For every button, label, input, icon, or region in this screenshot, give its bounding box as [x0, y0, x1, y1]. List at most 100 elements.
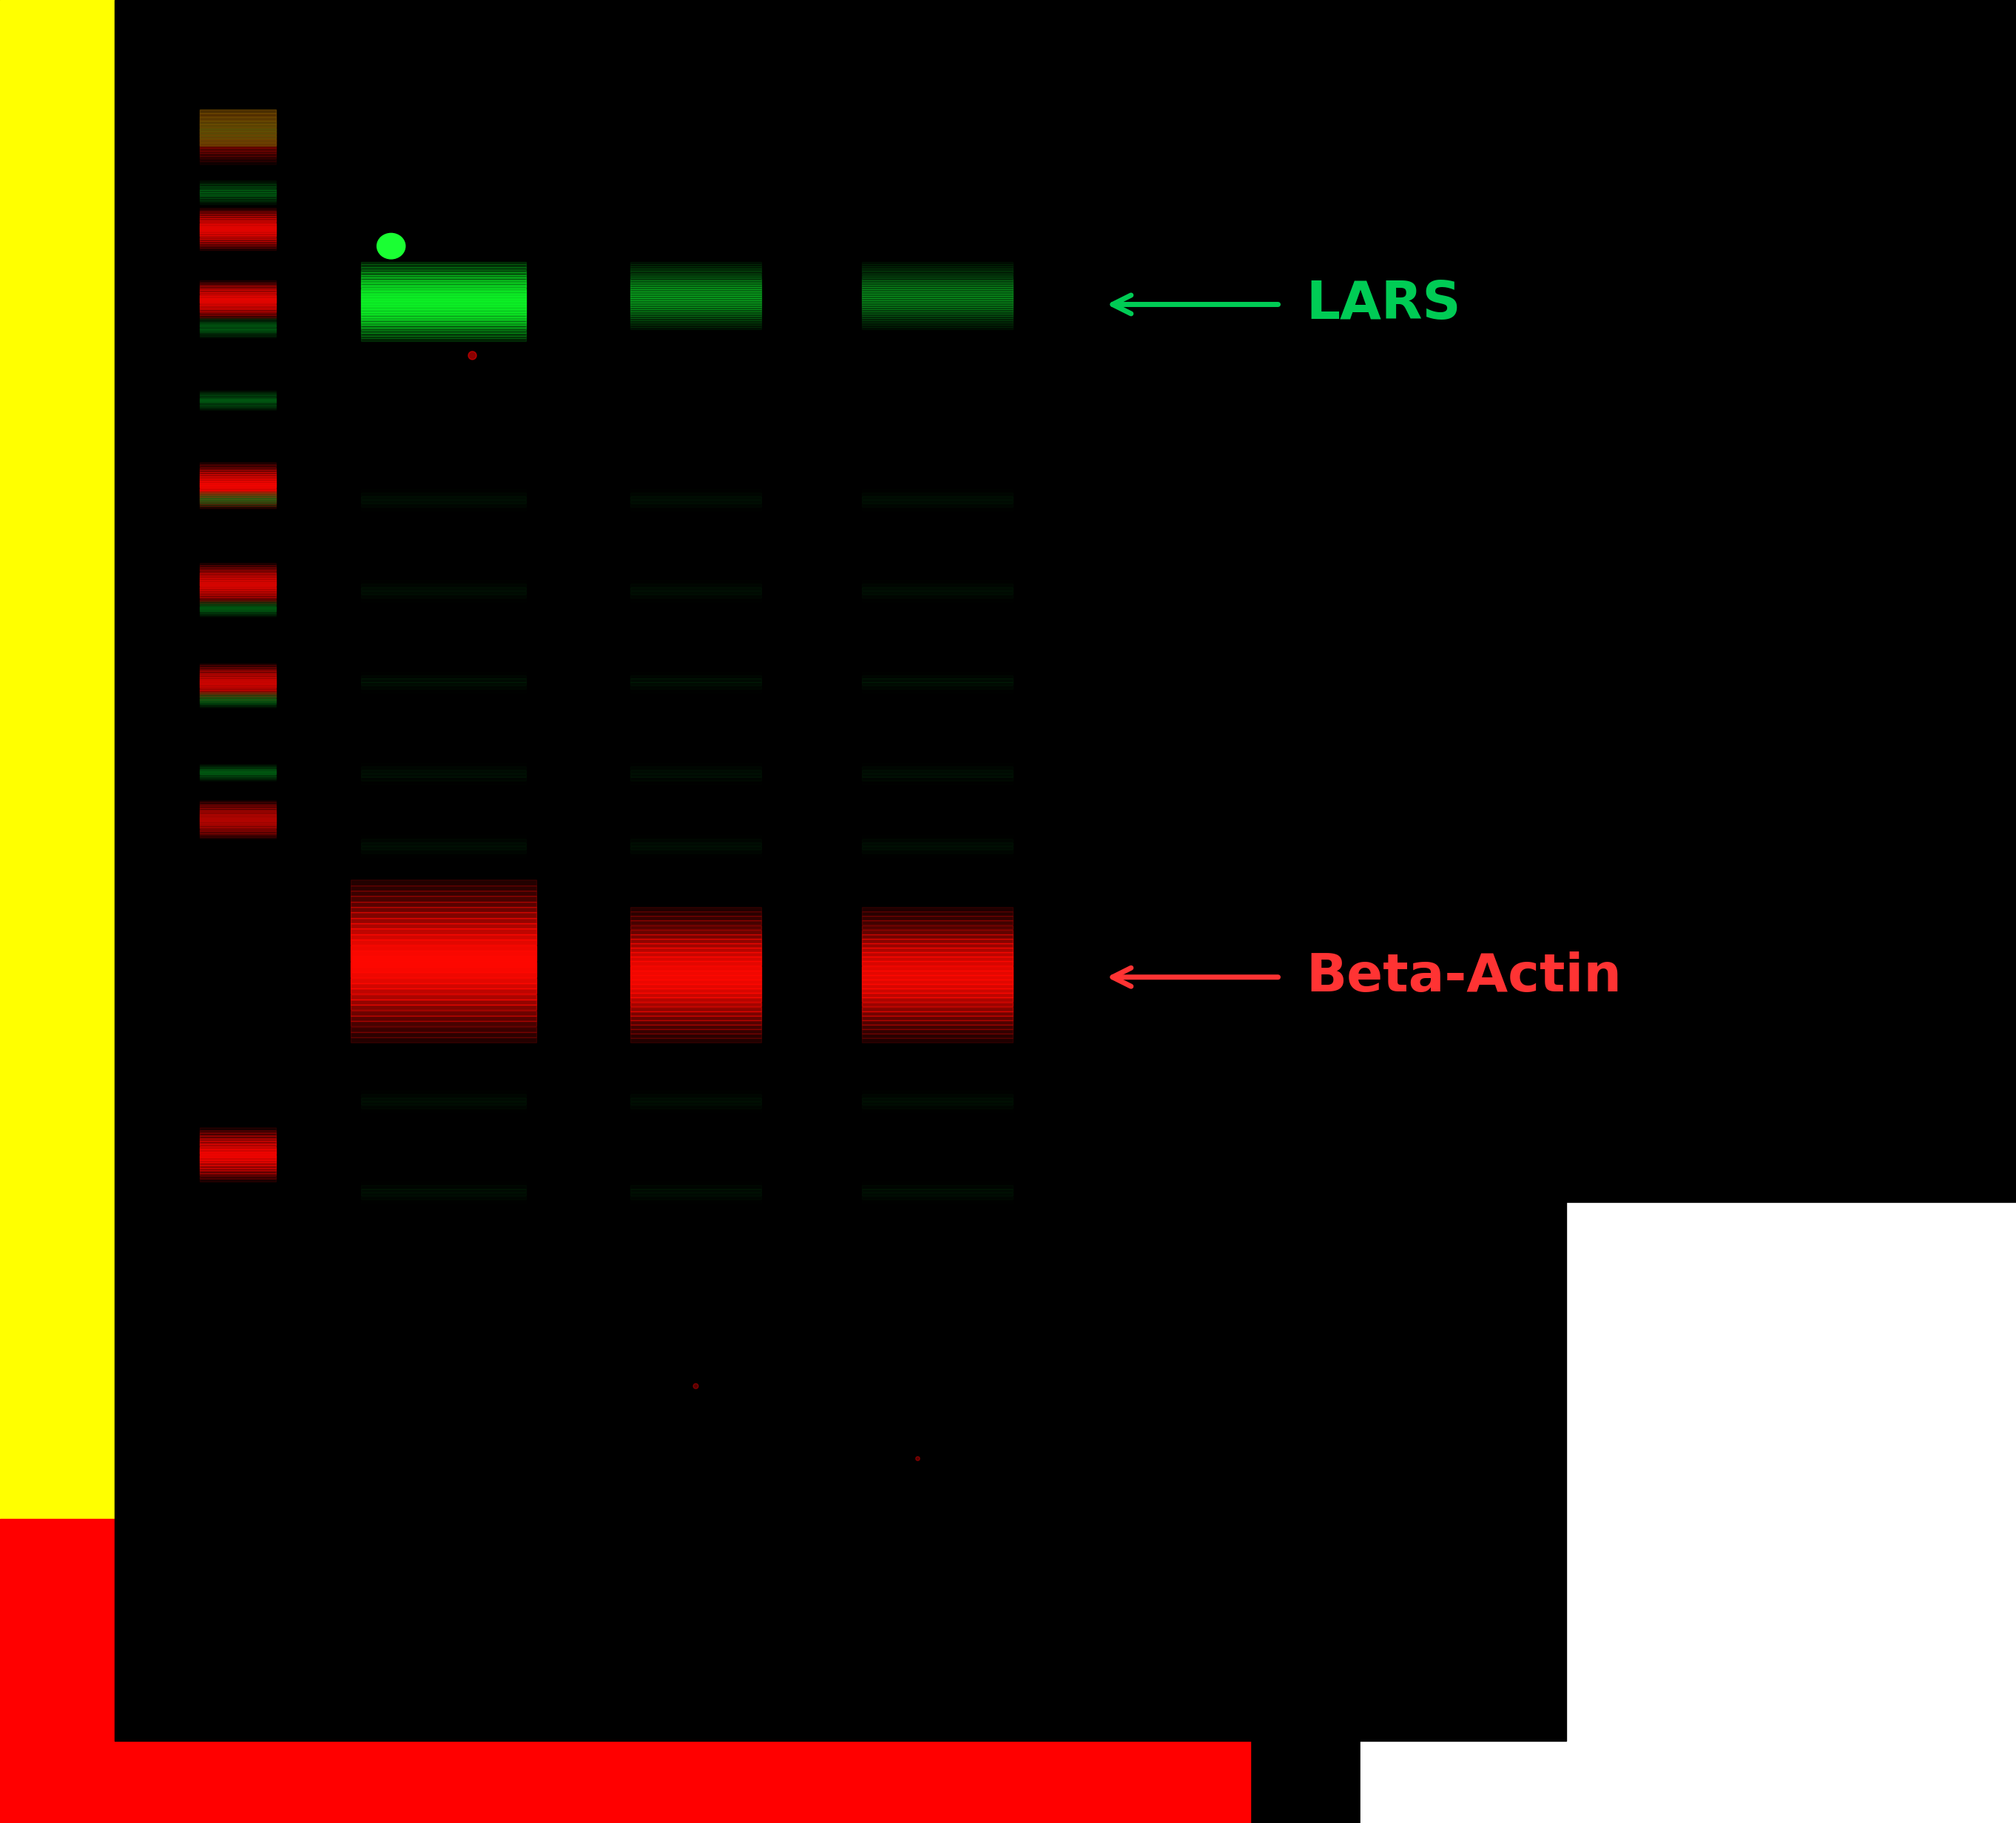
- Bar: [863, 492, 1014, 496]
- Bar: [863, 979, 1014, 984]
- Bar: [200, 501, 276, 503]
- Bar: [863, 1189, 1014, 1192]
- Bar: [351, 913, 536, 917]
- Bar: [200, 210, 276, 211]
- Bar: [200, 131, 276, 135]
- Bar: [200, 109, 276, 113]
- Bar: [200, 117, 276, 118]
- Bar: [629, 839, 762, 842]
- Bar: [863, 912, 1014, 915]
- Bar: [351, 983, 536, 988]
- Bar: [629, 675, 762, 678]
- Bar: [863, 500, 1014, 503]
- Bar: [361, 839, 526, 842]
- Bar: [351, 939, 536, 944]
- Bar: [629, 328, 762, 330]
- Bar: [361, 264, 526, 266]
- Bar: [351, 1032, 536, 1037]
- Bar: [200, 1158, 276, 1159]
- Bar: [200, 128, 276, 131]
- Bar: [200, 467, 276, 470]
- Bar: [629, 580, 762, 583]
- Bar: [629, 1185, 762, 1189]
- Bar: [200, 222, 276, 224]
- Bar: [200, 592, 276, 594]
- Bar: [629, 286, 762, 290]
- Bar: [629, 591, 762, 594]
- Bar: [863, 281, 1014, 283]
- Bar: [361, 689, 526, 693]
- Bar: [863, 773, 1014, 777]
- Bar: [200, 139, 276, 140]
- Bar: [863, 994, 1014, 997]
- Bar: [629, 1090, 762, 1094]
- Bar: [863, 1025, 1014, 1030]
- Bar: [361, 1196, 526, 1200]
- Bar: [200, 142, 276, 146]
- Bar: [361, 773, 526, 777]
- Bar: [200, 804, 276, 806]
- Bar: [200, 208, 276, 210]
- Bar: [200, 211, 276, 213]
- Bar: [629, 319, 762, 321]
- Bar: [200, 129, 276, 131]
- Bar: [863, 587, 1014, 591]
- Bar: [863, 933, 1014, 939]
- Bar: [200, 594, 276, 596]
- Bar: [200, 308, 276, 310]
- Bar: [863, 1181, 1014, 1185]
- Bar: [200, 219, 276, 221]
- Bar: [629, 1015, 762, 1021]
- Bar: [200, 226, 276, 228]
- Bar: [361, 591, 526, 594]
- Bar: [200, 565, 276, 567]
- Bar: [629, 1196, 762, 1200]
- Bar: [629, 264, 762, 266]
- Bar: [200, 157, 276, 159]
- Bar: [200, 578, 276, 580]
- Bar: [200, 140, 276, 142]
- Bar: [863, 1101, 1014, 1105]
- Bar: [200, 186, 276, 188]
- Bar: [629, 908, 762, 912]
- Bar: [200, 297, 276, 299]
- Bar: [351, 1037, 536, 1043]
- Bar: [629, 1097, 762, 1101]
- Bar: [629, 685, 762, 689]
- Bar: [200, 806, 276, 808]
- Bar: [200, 213, 276, 215]
- Bar: [863, 766, 1014, 769]
- Bar: [200, 822, 276, 824]
- Bar: [863, 270, 1014, 272]
- Bar: [200, 1165, 276, 1169]
- Bar: [629, 290, 762, 292]
- Bar: [629, 1012, 762, 1015]
- Bar: [629, 295, 762, 297]
- Bar: [361, 507, 526, 510]
- Bar: [863, 1097, 1014, 1101]
- Bar: [200, 826, 276, 828]
- Bar: [200, 124, 276, 126]
- Bar: [863, 1030, 1014, 1034]
- Bar: [863, 312, 1014, 314]
- Bar: [863, 295, 1014, 297]
- Bar: [351, 881, 536, 886]
- Bar: [200, 567, 276, 569]
- Bar: [863, 988, 1014, 994]
- Bar: [629, 671, 762, 675]
- Bar: [361, 1094, 526, 1097]
- Bar: [863, 286, 1014, 290]
- Bar: [629, 1101, 762, 1105]
- Bar: [200, 120, 276, 124]
- Bar: [863, 315, 1014, 319]
- Bar: [629, 846, 762, 850]
- Bar: [115, 0, 1566, 1741]
- Bar: [629, 975, 762, 979]
- Bar: [863, 1200, 1014, 1203]
- Bar: [863, 1012, 1014, 1015]
- Bar: [361, 275, 526, 277]
- Bar: [629, 835, 762, 839]
- Bar: [361, 295, 526, 299]
- Bar: [629, 321, 762, 323]
- Bar: [200, 603, 276, 605]
